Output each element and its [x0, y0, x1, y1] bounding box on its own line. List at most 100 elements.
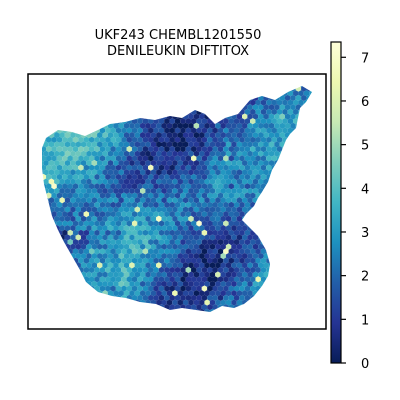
- tissue-spot: [271, 90, 277, 97]
- tissue-spot: [217, 136, 224, 143]
- tissue-spot: [231, 252, 237, 260]
- tissue-spot: [64, 308, 71, 312]
- tissue-spot: [182, 308, 189, 312]
- tissue-spot: [236, 197, 243, 204]
- tissue-spot: [204, 225, 210, 232]
- tissue-spot: [306, 243, 312, 250]
- tissue-spot: [282, 304, 288, 311]
- tissue-spot: [97, 234, 103, 241]
- tissue-spot: [245, 313, 250, 319]
- tissue-spot: [129, 169, 135, 176]
- tissue-spot: [212, 239, 218, 246]
- tissue-spot: [145, 122, 151, 129]
- tissue-spot: [42, 257, 47, 264]
- tissue-spot: [75, 280, 81, 288]
- tissue-spot: [260, 257, 267, 264]
- tissue-spot: [231, 225, 237, 232]
- tissue-spot: [73, 313, 78, 319]
- tissue-spot: [129, 243, 135, 250]
- tissue-spot: [59, 290, 65, 297]
- tissue-spot: [99, 108, 106, 115]
- tissue-spot: [250, 118, 256, 125]
- tissue-spot: [311, 141, 312, 148]
- tissue-spot: [282, 118, 288, 125]
- tissue-spot: [284, 104, 291, 111]
- tissue-spot: [271, 99, 277, 106]
- tissue-spot: [231, 132, 237, 139]
- tissue-spot: [126, 229, 132, 236]
- tissue-spot: [274, 122, 280, 129]
- tissue-spot: [113, 104, 119, 111]
- tissue-spot: [83, 86, 90, 88]
- tissue-spot: [284, 271, 291, 278]
- tissue-spot: [72, 266, 79, 274]
- tissue-spot: [99, 146, 106, 153]
- tissue-spot: [42, 285, 47, 292]
- tissue-spot: [223, 108, 229, 115]
- tissue-spot: [233, 127, 240, 134]
- tissue-spot: [274, 150, 280, 157]
- tissue-spot: [306, 308, 312, 312]
- tissue-spot: [188, 243, 194, 250]
- tissue-spot: [172, 243, 178, 250]
- tissue-spot: [303, 136, 310, 143]
- tissue-spot: [306, 169, 312, 176]
- tissue-spot: [290, 252, 296, 260]
- tissue-spot: [271, 118, 277, 125]
- tissue-spot: [217, 239, 224, 246]
- tissue-spot: [172, 234, 178, 241]
- tissue-spot: [271, 183, 277, 190]
- tissue-spot: [215, 141, 221, 148]
- tissue-spot: [188, 252, 194, 260]
- tissue-spot: [105, 211, 111, 218]
- tissue-spot: [131, 146, 138, 153]
- tissue-spot: [271, 173, 277, 181]
- tissue-spot: [295, 262, 302, 269]
- tissue-spot: [99, 285, 106, 292]
- tissue-spot: [48, 197, 55, 204]
- tissue-spot: [156, 262, 162, 269]
- tissue-spot: [142, 192, 149, 199]
- tissue-spot: [177, 159, 183, 167]
- tissue-spot: [105, 155, 111, 162]
- tissue-spot: [282, 155, 288, 162]
- tissue-spot: [78, 276, 84, 283]
- tissue-spot: [148, 155, 154, 162]
- tissue-spot: [215, 234, 221, 241]
- tissue-spot: [196, 266, 202, 274]
- tissue-spot: [56, 285, 63, 292]
- tissue-spot: [70, 187, 76, 195]
- tissue-spot: [172, 290, 178, 297]
- tissue-spot: [191, 155, 197, 162]
- tissue-spot: [223, 164, 229, 171]
- tissue-spot: [150, 159, 157, 167]
- tissue-spot: [70, 150, 76, 157]
- tissue-spot: [83, 211, 90, 218]
- tissue-spot: [260, 220, 267, 227]
- tissue-spot: [260, 173, 267, 181]
- tissue-spot: [220, 86, 226, 92]
- tissue-spot: [131, 211, 138, 218]
- tissue-spot: [287, 304, 294, 311]
- tissue-spot: [290, 262, 296, 269]
- tissue-spot: [182, 197, 189, 204]
- tissue-spot: [258, 113, 264, 120]
- tissue-spot: [301, 252, 307, 260]
- tissue-spot: [191, 136, 197, 143]
- tissue-spot: [118, 262, 124, 269]
- tissue-spot: [107, 141, 114, 148]
- tissue-spot: [196, 285, 202, 292]
- tissue-spot: [279, 299, 285, 306]
- tissue-spot: [193, 262, 200, 269]
- tissue-spot: [295, 243, 302, 250]
- tissue-spot: [293, 211, 299, 218]
- tissue-spot: [207, 304, 213, 311]
- tissue-spot: [188, 280, 194, 288]
- tissue-spot: [121, 136, 127, 143]
- tissue-spot: [35, 146, 40, 152]
- tissue-spot: [212, 276, 218, 283]
- tissue-spot: [311, 122, 312, 129]
- tissue-spot: [134, 122, 141, 129]
- tissue-spot: [225, 299, 232, 306]
- tissue-spot: [201, 192, 208, 199]
